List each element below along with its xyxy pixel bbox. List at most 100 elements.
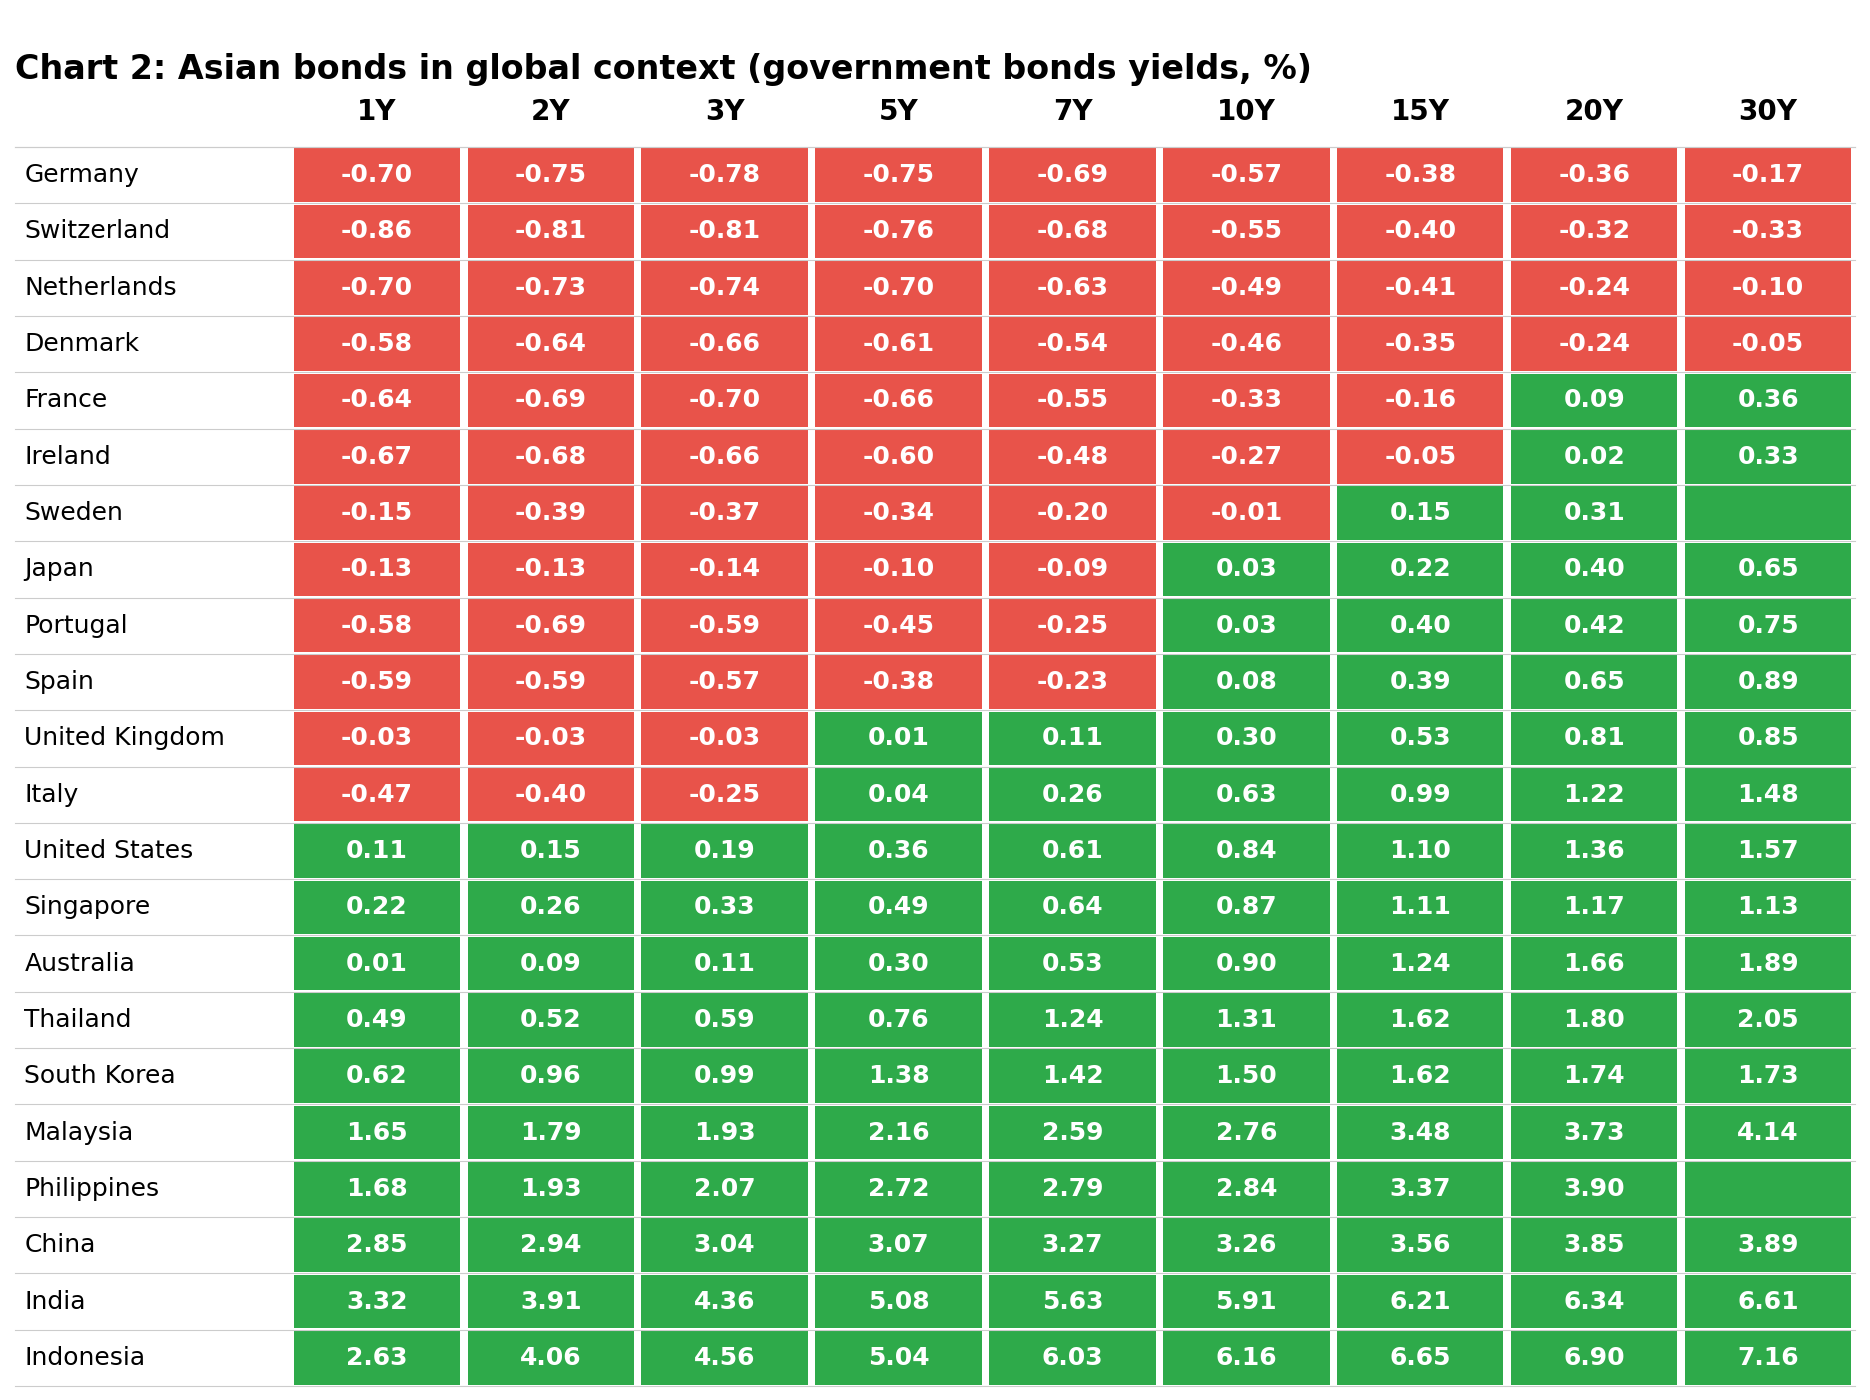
- FancyBboxPatch shape: [989, 1331, 1156, 1385]
- Text: 0.30: 0.30: [868, 952, 929, 976]
- Text: 4.36: 4.36: [694, 1289, 755, 1313]
- FancyBboxPatch shape: [1337, 430, 1503, 483]
- FancyBboxPatch shape: [1163, 937, 1330, 990]
- Text: 0.11: 0.11: [346, 839, 408, 862]
- Text: 3.37: 3.37: [1389, 1177, 1451, 1201]
- FancyBboxPatch shape: [1511, 1275, 1677, 1329]
- FancyBboxPatch shape: [1337, 881, 1503, 934]
- FancyBboxPatch shape: [1511, 374, 1677, 427]
- FancyBboxPatch shape: [641, 825, 808, 878]
- FancyBboxPatch shape: [1511, 260, 1677, 315]
- FancyBboxPatch shape: [1337, 1218, 1503, 1273]
- Text: 1.65: 1.65: [346, 1120, 408, 1145]
- Text: 0.40: 0.40: [1563, 557, 1625, 581]
- Text: 1.31: 1.31: [1216, 1008, 1277, 1032]
- Text: 4.06: 4.06: [520, 1345, 582, 1369]
- FancyBboxPatch shape: [815, 937, 982, 990]
- Text: 0.33: 0.33: [1737, 445, 1799, 469]
- Text: Chart 2: Asian bonds in global context (government bonds yields, %): Chart 2: Asian bonds in global context (…: [15, 53, 1313, 87]
- Text: Indonesia: Indonesia: [24, 1345, 146, 1369]
- Text: China: China: [24, 1233, 95, 1257]
- Text: -0.60: -0.60: [862, 445, 935, 469]
- FancyBboxPatch shape: [1337, 825, 1503, 878]
- FancyBboxPatch shape: [1337, 1162, 1503, 1215]
- FancyBboxPatch shape: [989, 374, 1156, 427]
- FancyBboxPatch shape: [294, 486, 460, 540]
- Text: -0.13: -0.13: [340, 557, 413, 581]
- Text: Thailand: Thailand: [24, 1008, 131, 1032]
- FancyBboxPatch shape: [468, 1050, 634, 1103]
- Text: 1.66: 1.66: [1563, 952, 1625, 976]
- Text: 10Y: 10Y: [1217, 98, 1275, 126]
- FancyBboxPatch shape: [468, 825, 634, 878]
- Text: 0.53: 0.53: [1042, 952, 1103, 976]
- FancyBboxPatch shape: [1685, 881, 1851, 934]
- FancyBboxPatch shape: [294, 993, 460, 1047]
- FancyBboxPatch shape: [468, 767, 634, 822]
- FancyBboxPatch shape: [294, 1162, 460, 1215]
- Text: -0.58: -0.58: [340, 613, 413, 638]
- FancyBboxPatch shape: [1163, 599, 1330, 652]
- Text: Japan: Japan: [24, 557, 94, 581]
- FancyBboxPatch shape: [1511, 937, 1677, 990]
- Text: 0.40: 0.40: [1389, 613, 1451, 638]
- FancyBboxPatch shape: [1163, 993, 1330, 1047]
- Text: -0.16: -0.16: [1384, 388, 1457, 413]
- Text: -0.23: -0.23: [1036, 671, 1109, 694]
- FancyBboxPatch shape: [468, 374, 634, 427]
- Text: -0.45: -0.45: [862, 613, 935, 638]
- Text: 2.63: 2.63: [346, 1345, 408, 1369]
- FancyBboxPatch shape: [294, 881, 460, 934]
- FancyBboxPatch shape: [641, 1275, 808, 1329]
- Text: -0.49: -0.49: [1210, 276, 1283, 300]
- Text: 5.91: 5.91: [1216, 1289, 1277, 1313]
- Text: 1.24: 1.24: [1042, 1008, 1103, 1032]
- FancyBboxPatch shape: [1685, 204, 1851, 258]
- FancyBboxPatch shape: [1685, 599, 1851, 652]
- Text: Switzerland: Switzerland: [24, 220, 170, 244]
- Text: -0.32: -0.32: [1558, 220, 1631, 244]
- Text: 0.01: 0.01: [868, 727, 929, 750]
- Text: 1.50: 1.50: [1216, 1064, 1277, 1088]
- FancyBboxPatch shape: [1511, 1050, 1677, 1103]
- Text: 1.24: 1.24: [1389, 952, 1451, 976]
- Text: 6.34: 6.34: [1563, 1289, 1625, 1313]
- FancyBboxPatch shape: [815, 1050, 982, 1103]
- Text: 0.87: 0.87: [1216, 895, 1277, 920]
- Text: -0.36: -0.36: [1558, 164, 1631, 188]
- Text: 2.76: 2.76: [1216, 1120, 1277, 1145]
- Text: 1.42: 1.42: [1042, 1064, 1103, 1088]
- Text: -0.75: -0.75: [862, 164, 935, 188]
- Text: 1.11: 1.11: [1389, 895, 1451, 920]
- Text: -0.61: -0.61: [862, 332, 935, 356]
- Text: 6.21: 6.21: [1389, 1289, 1451, 1313]
- FancyBboxPatch shape: [1337, 1050, 1503, 1103]
- FancyBboxPatch shape: [1337, 599, 1503, 652]
- FancyBboxPatch shape: [1511, 543, 1677, 596]
- Text: 0.04: 0.04: [868, 783, 929, 806]
- Text: Spain: Spain: [24, 671, 94, 694]
- Text: 0.33: 0.33: [694, 895, 755, 920]
- Text: Ireland: Ireland: [24, 445, 110, 469]
- FancyBboxPatch shape: [1163, 430, 1330, 483]
- FancyBboxPatch shape: [989, 1050, 1156, 1103]
- Text: 30Y: 30Y: [1739, 98, 1797, 126]
- Text: 0.61: 0.61: [1042, 839, 1103, 862]
- Text: -0.76: -0.76: [862, 220, 935, 244]
- Text: 2.16: 2.16: [868, 1120, 929, 1145]
- FancyBboxPatch shape: [815, 1331, 982, 1385]
- FancyBboxPatch shape: [294, 260, 460, 315]
- FancyBboxPatch shape: [1163, 148, 1330, 202]
- FancyBboxPatch shape: [1163, 260, 1330, 315]
- Text: 0.65: 0.65: [1737, 557, 1799, 581]
- Text: -0.38: -0.38: [862, 671, 935, 694]
- Text: Singapore: Singapore: [24, 895, 151, 920]
- FancyBboxPatch shape: [641, 711, 808, 764]
- FancyBboxPatch shape: [815, 543, 982, 596]
- FancyBboxPatch shape: [468, 430, 634, 483]
- Text: -0.54: -0.54: [1036, 332, 1109, 356]
- FancyBboxPatch shape: [989, 1275, 1156, 1329]
- FancyBboxPatch shape: [468, 148, 634, 202]
- Text: 0.19: 0.19: [694, 839, 755, 862]
- FancyBboxPatch shape: [989, 825, 1156, 878]
